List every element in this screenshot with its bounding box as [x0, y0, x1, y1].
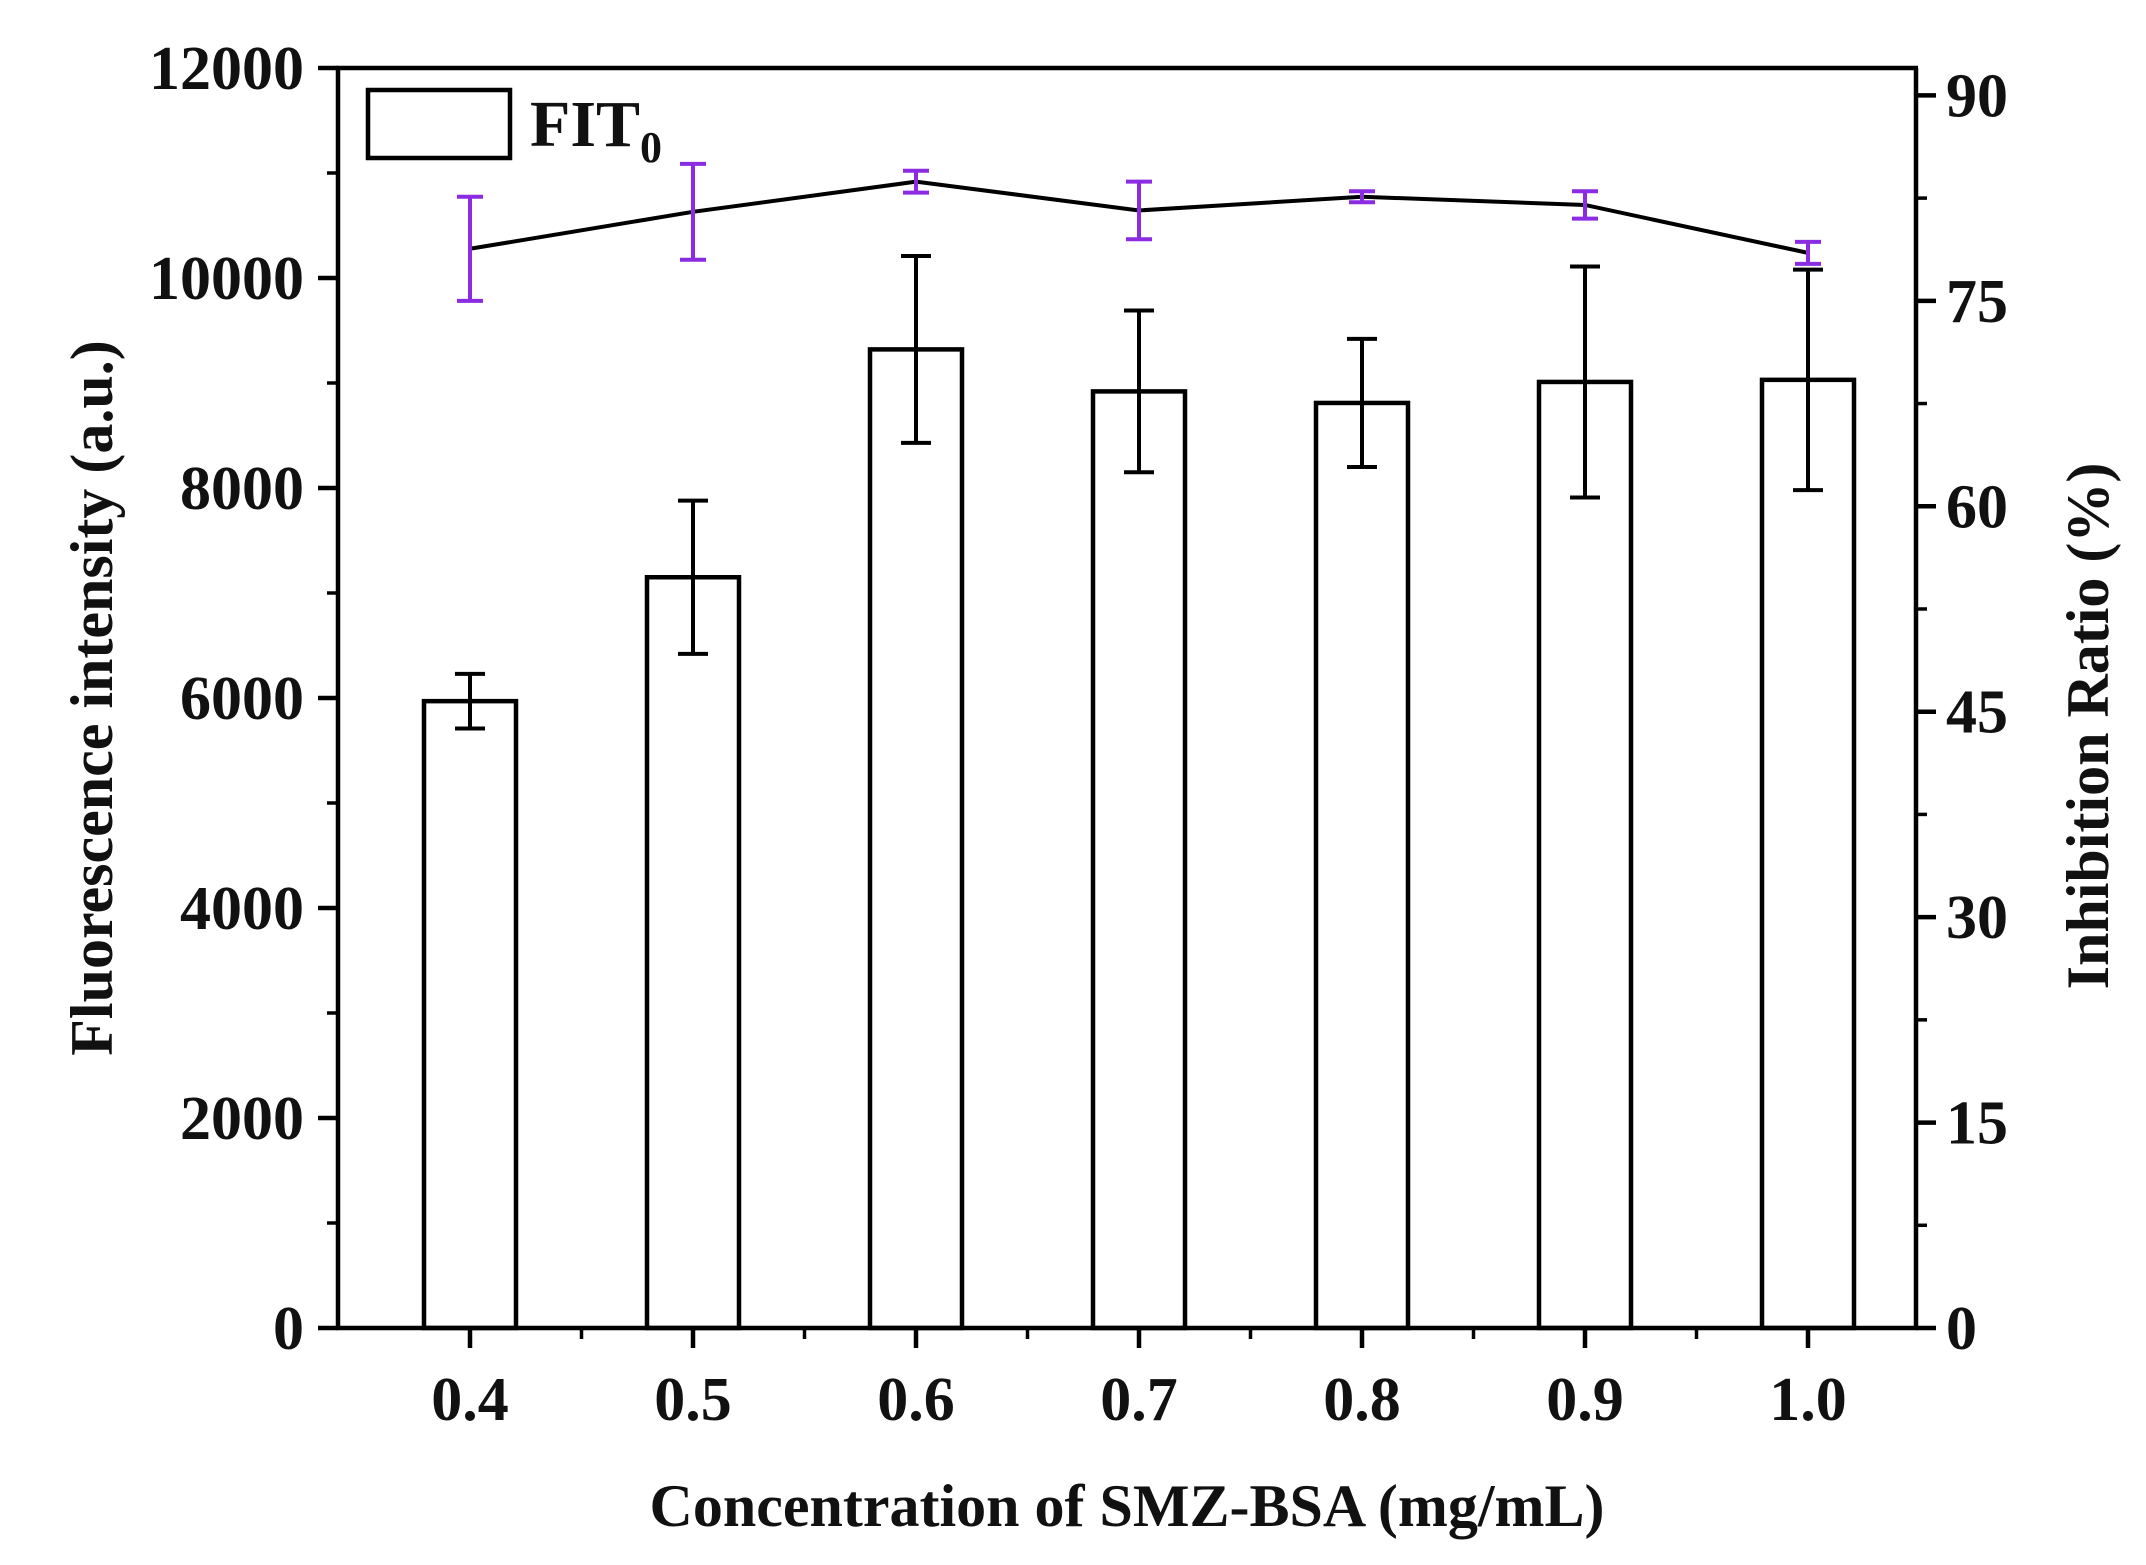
bar [1536, 379, 1634, 1331]
x-tick-label: 0.4 [431, 1366, 509, 1434]
inhibition-error-bars-layer [457, 161, 1821, 303]
y2-tick-label: 90 [1946, 62, 2008, 130]
legend-label-subscript: 0 [640, 123, 662, 172]
legend-swatch [365, 87, 513, 161]
bar [1090, 389, 1188, 1331]
y2-tick-label: 15 [1946, 1090, 2008, 1158]
ticks-layer: 0 2000 4000 6000 8000 10000 12000 0 15 30 45 60 75 90… [149, 35, 2008, 1434]
x-tick-label: 0.7 [1100, 1366, 1178, 1434]
y-tick-label: 8000 [180, 455, 304, 523]
y-tick-label: 2000 [180, 1085, 304, 1153]
x-tick-label: 0.8 [1323, 1366, 1401, 1434]
legend: FIT0 [365, 87, 662, 172]
bar [644, 575, 742, 1331]
y-tick-label: 6000 [180, 665, 304, 733]
y2-tick-label: 0 [1946, 1295, 1977, 1363]
bar [867, 347, 965, 1331]
y2-axis-title: Inhibition Ratio (%) [2055, 463, 2121, 990]
y-axis-title: Fluorescence intensity (a.u.) [59, 340, 125, 1055]
x-tick-label: 0.6 [877, 1366, 955, 1434]
x-tick-label: 0.9 [1546, 1366, 1624, 1434]
y2-tick-label: 30 [1946, 884, 2008, 952]
bar [1759, 377, 1857, 1331]
x-tick-label: 0.5 [654, 1366, 732, 1434]
y2-tick-label: 75 [1946, 268, 2008, 336]
legend-label-base: FIT [530, 88, 640, 161]
y-tick-label: 0 [273, 1295, 304, 1363]
bar [421, 698, 519, 1331]
legend-label: FIT0 [530, 88, 662, 172]
y-tick-label: 12000 [149, 35, 304, 103]
y2-tick-label: 60 [1946, 473, 2008, 541]
y-tick-label: 10000 [149, 245, 304, 313]
x-axis-title: Concentration of SMZ-BSA (mg/mL) [650, 1473, 1605, 1539]
bars-layer [421, 347, 1857, 1331]
bar [1313, 400, 1411, 1331]
bar-error-bars-layer [455, 253, 1823, 731]
y-tick-label: 4000 [180, 875, 304, 943]
y2-tick-label: 45 [1946, 679, 2008, 747]
x-tick-label: 1.0 [1769, 1366, 1847, 1434]
